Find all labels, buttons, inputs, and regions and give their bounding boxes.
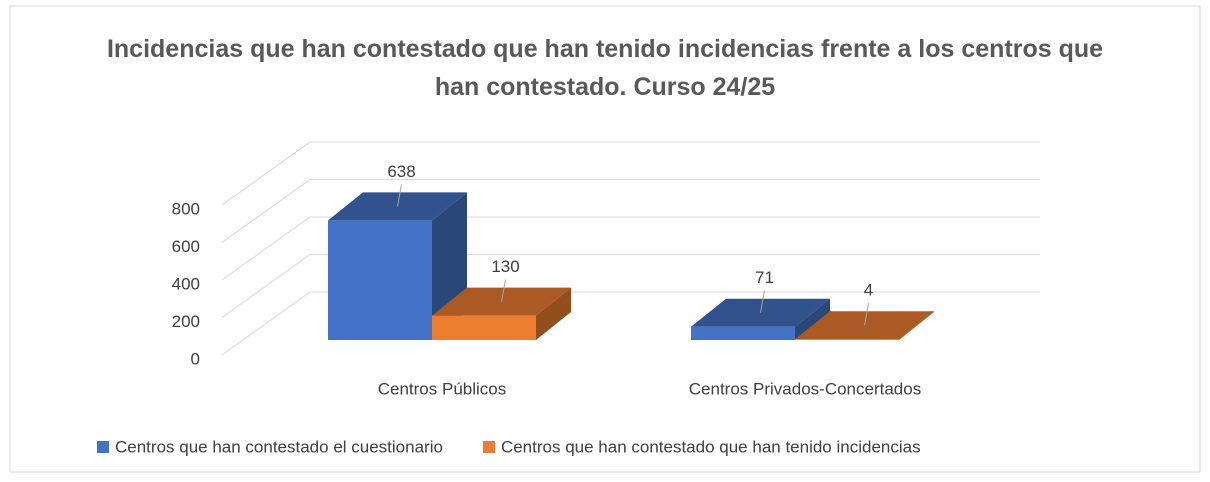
bar <box>795 339 899 340</box>
label-leader <box>864 303 869 326</box>
grid-line <box>221 291 1040 356</box>
bar-side <box>795 298 830 340</box>
x-tick-label: Centros Públicos <box>378 379 507 398</box>
legend-swatch <box>97 441 109 453</box>
y-tick-label: 200 <box>172 312 200 331</box>
y-tick-label: 0 <box>191 349 200 368</box>
grid-line <box>221 179 1040 243</box>
bar <box>691 326 795 340</box>
data-label: 638 <box>387 162 415 181</box>
y-tick-label: 400 <box>172 274 200 293</box>
y-tick-label: 600 <box>172 237 200 256</box>
bar-side <box>899 311 934 340</box>
data-label: 130 <box>491 257 519 276</box>
grid-line <box>221 141 1040 206</box>
x-tick-label: Centros Privados-Concertados <box>689 379 921 398</box>
legend-label: Centros que han contestado que han tenid… <box>501 437 921 456</box>
legend-label: Centros que han contestado el cuestionar… <box>115 437 443 456</box>
label-leader <box>501 279 506 302</box>
bar-side <box>536 287 571 340</box>
bar <box>432 315 536 340</box>
y-tick-label: 800 <box>172 199 200 218</box>
chart-frame <box>9 5 1201 473</box>
data-label: 4 <box>864 281 873 300</box>
grid-line <box>221 254 1040 318</box>
label-leader <box>397 184 402 207</box>
grid-line <box>221 216 1040 281</box>
bar <box>328 220 432 340</box>
label-leader <box>760 290 765 313</box>
legend-swatch <box>482 441 495 453</box>
chart-title: Incidencias que han contestado que han t… <box>106 35 1104 101</box>
data-label: 71 <box>755 268 774 287</box>
